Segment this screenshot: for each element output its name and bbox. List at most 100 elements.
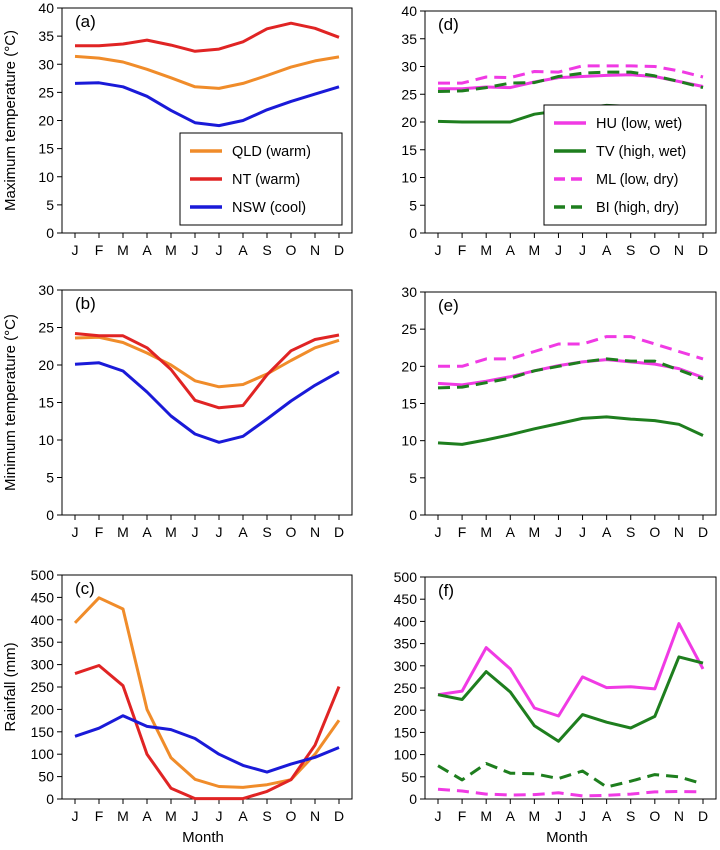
y-tick-label: 10 [38,169,54,185]
series-line-f-2 [437,787,704,798]
x-tick-label: S [626,524,635,540]
y-tick-label: 350 [31,634,55,650]
plot-frame [424,576,717,800]
y-tick-label: 200 [31,701,55,717]
y-tick-label: 20 [38,357,54,373]
y-tick-label: 5 [409,197,417,213]
y-tick-label: 25 [401,86,417,102]
y-tick-label: 400 [394,613,418,629]
y-tick-label: 150 [394,724,418,740]
x-tick-label: M [480,524,492,540]
x-tick-label: J [435,524,442,540]
y-tick-label: 400 [31,612,55,628]
x-tick-label: J [72,524,79,540]
x-tick-label: A [506,524,516,540]
x-tick-label: S [262,242,271,258]
y-tick-label: 300 [394,658,418,674]
panel-label: (e) [438,296,459,315]
y-tick-label: 40 [401,3,417,19]
y-tick-label: 450 [394,591,418,607]
plot-frame [424,291,717,516]
y-tick-label: 0 [46,225,54,241]
x-tick-label: O [649,524,660,540]
x-tick-label: A [238,808,248,824]
y-tick-label: 5 [46,197,54,213]
x-tick-label: N [310,808,320,824]
y-tick-label: 5 [409,470,417,486]
series-line-b-2 [74,361,340,444]
x-tick-label: M [529,524,541,540]
x-tick-label: J [555,808,562,824]
y-tick-label: 200 [394,702,418,718]
x-tick-label: D [698,242,708,258]
x-tick-label: J [192,524,199,540]
y-tick-label: 500 [394,569,418,585]
x-tick-label: S [262,524,271,540]
x-tick-label: M [165,808,177,824]
x-tick-label: O [286,242,297,258]
y-tick-label: 350 [394,636,418,652]
x-tick-label: M [165,524,177,540]
x-tick-label: J [192,242,199,258]
y-tick-label: 250 [31,679,55,695]
y-tick-label: 0 [409,507,417,523]
x-tick-label: N [674,524,684,540]
series-line-f-1 [437,655,704,743]
y-tick-label: 10 [401,433,417,449]
y-tick-label: 0 [46,791,54,807]
y-tick-label: 50 [38,769,54,785]
series-line-e-3 [437,357,704,390]
y-tick-label: 100 [394,747,418,763]
y-tick-label: 25 [38,84,54,100]
x-tick-label: O [286,524,297,540]
series-line-c-2 [74,714,340,774]
x-tick-label: D [334,524,344,540]
x-tick-label: A [506,808,516,824]
legend-label: HU (low, wet) [596,116,682,132]
legend-label: QLD (warm) [232,144,311,160]
panel-label: (a) [75,12,96,31]
series-line-a-2 [74,81,340,128]
y-tick-label: 300 [31,657,55,673]
x-tick-label: M [165,242,177,258]
series-line-f-3 [437,762,704,789]
y-tick-label: 15 [401,142,417,158]
x-tick-label: M [480,242,492,258]
y-tick-label: 30 [401,59,417,75]
y-tick-label: 10 [401,170,417,186]
x-tick-label: J [579,808,586,824]
x-tick-label: J [579,524,586,540]
series-line-e-1 [437,415,704,446]
y-tick-label: 30 [401,284,417,300]
panel-label: (d) [438,15,459,34]
y-tick-label: 35 [38,28,54,44]
x-tick-label: O [649,242,660,258]
x-tick-label: M [480,808,492,824]
x-tick-label: M [529,242,541,258]
x-tick-label: O [649,808,660,824]
y-tick-label: 5 [46,470,54,486]
series-line-c-0 [73,596,341,789]
panel-label: (b) [75,294,96,313]
x-tick-label: J [555,524,562,540]
x-tick-label: A [142,242,152,258]
x-tick-label: N [674,808,684,824]
y-tick-label: 100 [31,746,55,762]
x-tick-label: F [95,524,104,540]
legend-label: ML (low, dry) [596,172,678,188]
x-tick-label: J [555,242,562,258]
x-tick-label: S [262,808,271,824]
x-tick-label: J [435,242,442,258]
y-tick-label: 500 [31,567,55,583]
y-tick-label: 0 [409,225,417,241]
x-tick-label: N [310,524,320,540]
y-tick-label: 20 [401,358,417,374]
x-tick-label: F [95,242,104,258]
x-tick-label: A [602,524,612,540]
y-tick-label: 450 [31,589,55,605]
legend-box [543,104,707,226]
